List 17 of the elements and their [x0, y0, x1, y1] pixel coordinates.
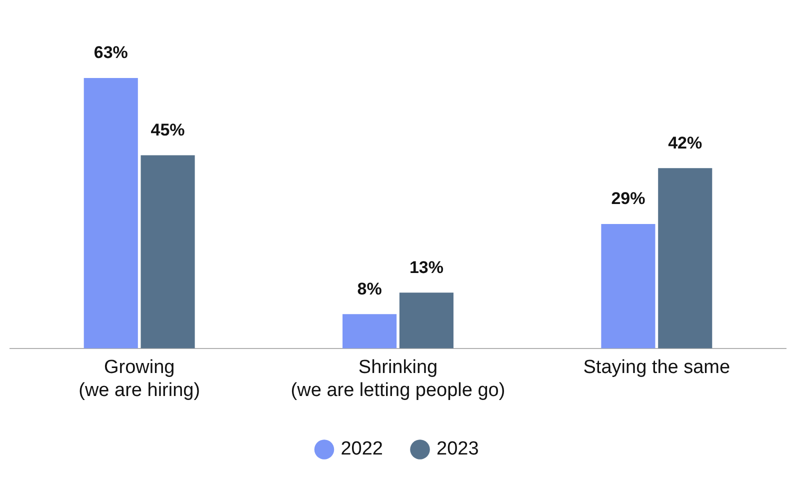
legend-label: 2023	[436, 438, 479, 460]
x-tick-label: Growing (we are hiring)	[78, 357, 200, 401]
data-label: 63%	[94, 43, 128, 62]
bar	[342, 314, 397, 348]
x-tick-label: Shrinking (we are letting people go)	[290, 357, 506, 401]
x-tick-label: Staying the same	[583, 357, 730, 378]
bar	[84, 78, 138, 348]
data-label: 8%	[357, 279, 382, 298]
bar	[601, 224, 656, 348]
data-label: 45%	[150, 120, 185, 140]
data-label: 42%	[668, 133, 702, 152]
data-label: 13%	[409, 258, 444, 277]
legend-label: 2022	[340, 438, 384, 460]
bar	[658, 168, 712, 348]
data-label: 29%	[611, 189, 646, 208]
bar	[399, 292, 454, 348]
bar	[140, 155, 195, 348]
